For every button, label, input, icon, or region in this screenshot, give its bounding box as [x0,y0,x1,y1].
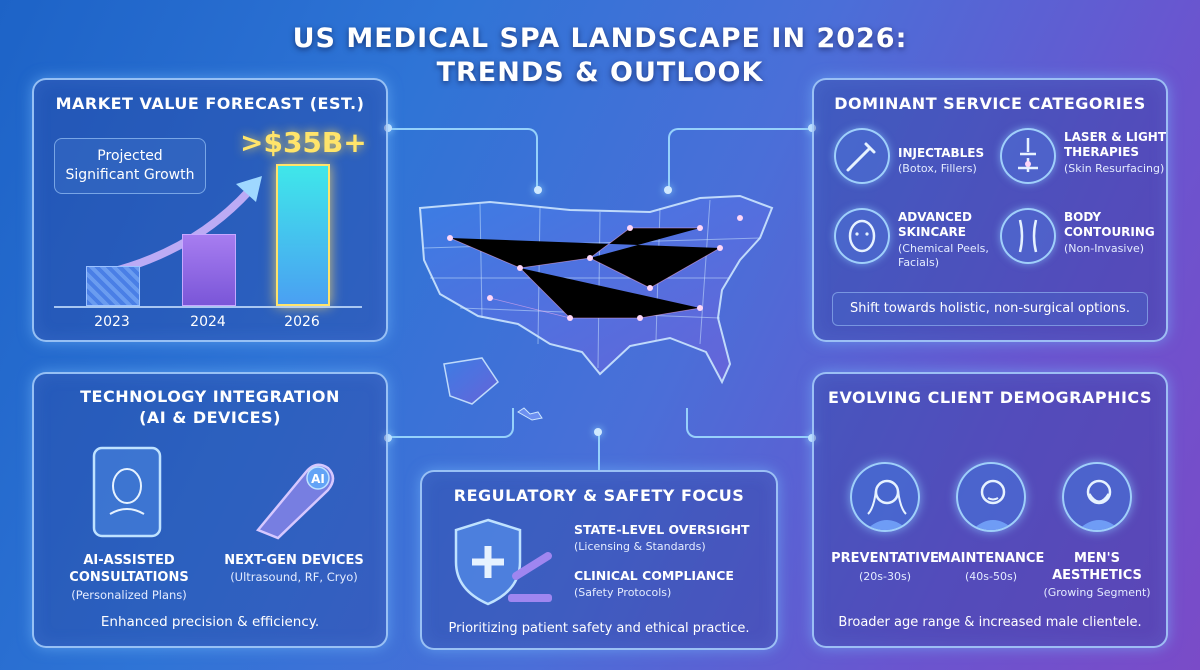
connector-reg [598,432,600,470]
avatar-bearded-man-icon [1062,462,1132,532]
device-ai-label: AI [311,472,325,486]
service-sub: (Botox, Fillers) [898,162,977,175]
reg-note: Prioritizing patient safety and ethical … [448,621,750,636]
title-line-2: TRENDS & OUTLOOK [436,57,764,88]
service-categories-panel: DOMINANT SERVICE CATEGORIES INJECTABLES … [812,78,1168,342]
projected-label-line1: Projected [97,148,163,164]
maintenance-sub: (40s-50s) [964,570,1017,583]
tick-label-2026: 2026 [284,314,320,330]
clinical-compliance-title: CLINICAL COMPLIANCE [574,568,734,583]
alaska-shape [443,357,499,405]
body-contour-icon [1000,208,1056,264]
connector-dot [534,186,542,194]
reg-panel-title: REGULATORY & SAFETY FOCUS [453,486,745,505]
demographics-panel: EVOLVING CLIENT DEMOGRAPHICS PREVENTATIV… [812,372,1168,648]
bar-2023 [86,266,140,306]
projected-growth-box: Projected Significant Growth [54,138,206,194]
regulatory-panel: REGULATORY & SAFETY FOCUS STATE-LEVEL OV… [420,470,778,650]
connector-dot [594,428,602,436]
connector-tech [388,408,514,438]
tech-panel-title: TECHNOLOGY INTEGRATION (AI & DEVICES) [80,387,340,427]
clinical-compliance-sub: (Safety Protocols) [574,586,672,599]
tick-label-2023: 2023 [94,314,130,330]
service-body-contouring: BODY CONTOURING (Non-Invasive) [1000,208,1170,278]
title-line-1: US MEDICAL SPA LANDSCAPE IN 2026: [292,23,908,54]
syringe-icon [834,128,890,184]
avatar-man-icon [956,462,1026,532]
connector-dot [384,124,392,132]
service-name: INJECTABLES [898,146,985,160]
maintenance-title: MAINTENANCE [937,551,1045,566]
laser-icon [1000,128,1056,184]
services-note: Shift towards holistic, non-surgical opt… [832,292,1148,326]
preventative-title: PREVENTATIVE [831,551,939,566]
avatar-woman-icon [850,462,920,532]
demo-panel-title: EVOLVING CLIENT DEMOGRAPHICS [828,388,1152,407]
bar-2024 [182,234,236,306]
state-oversight-title: STATE-LEVEL OVERSIGHT [574,522,750,537]
tick-label-2024: 2024 [190,314,226,330]
mens-aesthetics-title: MEN'S AESTHETICS [1052,551,1142,583]
service-name: LASER & LIGHT THERAPIES [1064,130,1167,159]
market-value-panel: MARKET VALUE FORECAST (EST.) Projected S… [32,78,388,342]
shield-gavel-icon [454,518,552,606]
handheld-device-icon: AI [255,463,335,540]
hawaii-shape [517,407,543,421]
chart-axis-line [54,306,362,308]
mens-aesthetics-sub: (Growing Segment) [1043,586,1151,599]
service-laser: LASER & LIGHT THERAPIES (Skin Resurfacin… [1000,128,1170,198]
connector-dot [384,434,392,442]
tablet-face-scan-icon [92,446,162,538]
state-oversight-sub: (Licensing & Standards) [574,540,706,553]
next-gen-devices-title: NEXT-GEN DEVICES [224,553,364,568]
connector-services [668,128,812,190]
connector-demo [686,408,812,438]
service-sub: (Skin Resurfacing) [1064,162,1165,175]
market-panel-title: MARKET VALUE FORECAST (EST.) [55,94,365,113]
service-injectables: INJECTABLES (Botox, Fillers) [834,128,1004,198]
technology-panel: TECHNOLOGY INTEGRATION (AI & DEVICES) AI… [32,372,388,648]
ai-consultation-sub: (Personalized Plans) [71,588,187,602]
service-sub: (Non-Invasive) [1064,242,1145,255]
tech-note: Enhanced precision & efficiency. [100,614,320,630]
connector-dot [664,186,672,194]
service-skincare: ADVANCED SKINCARE (Chemical Peels, Facia… [834,208,1004,278]
preventative-sub: (20s-30s) [858,570,911,583]
service-name: ADVANCED SKINCARE [898,210,973,239]
us-network-map [418,194,774,421]
service-sub: (Chemical Peels, Facials) [898,242,989,269]
next-gen-devices-sub: (Ultrasound, RF, Cryo) [230,570,358,584]
face-skincare-icon [834,208,890,264]
page-title: US MEDICAL SPA LANDSCAPE IN 2026: TRENDS… [0,22,1200,90]
ai-consultation-title: AI-ASSISTED CONSULTATIONS [69,553,189,585]
demo-note: Broader age range & increased male clien… [838,615,1142,630]
connector-market [388,128,538,190]
growth-arrow-icon [90,176,262,280]
service-name: BODY CONTOURING [1064,210,1155,239]
projected-label-line2: Significant Growth [65,167,195,183]
market-headline-value: >$35B+ [240,126,367,159]
services-panel-title: DOMINANT SERVICE CATEGORIES [834,94,1146,113]
bar-2026 [276,164,330,306]
